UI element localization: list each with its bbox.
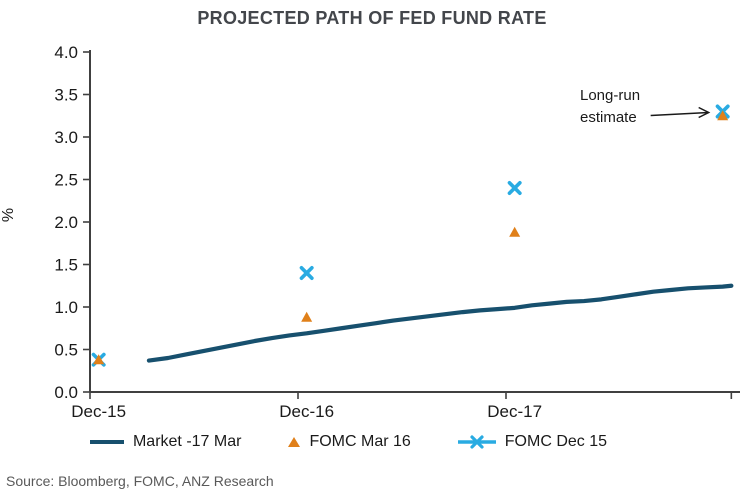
triangle-marker bbox=[93, 354, 105, 365]
x-marker bbox=[507, 181, 522, 195]
source-attribution: Source: Bloomberg, FOMC, ANZ Research bbox=[6, 473, 274, 489]
y-tick-label: 0.5 bbox=[54, 341, 78, 360]
chart-title: PROJECTED PATH OF FED FUND RATE bbox=[197, 8, 547, 28]
y-tick-label: 0.0 bbox=[54, 383, 78, 402]
series-fomc-mar-16 bbox=[93, 110, 729, 365]
annotation-line-2: estimate bbox=[580, 109, 637, 126]
series-fomc-dec-15 bbox=[91, 104, 730, 367]
x-marker-swatch-icon bbox=[457, 435, 496, 449]
x-axis-ticks: Dec-15 Dec-16 Dec-17 bbox=[71, 392, 733, 421]
legend-item-fomc-mar16: FOMC Mar 16 bbox=[287, 433, 411, 451]
long-run-estimate-annotation: Long-run estimate bbox=[580, 85, 640, 129]
y-tick-label: 3.0 bbox=[54, 128, 78, 147]
x-tick-label: Dec-15 bbox=[71, 402, 126, 421]
legend-label-fomc-mar16: FOMC Mar 16 bbox=[309, 433, 411, 450]
triangle-marker bbox=[509, 226, 521, 237]
y-tick-label: 2.5 bbox=[54, 171, 78, 190]
x-tick-label: Dec-17 bbox=[487, 402, 542, 421]
y-tick-label: 1.5 bbox=[54, 256, 78, 275]
triangle-marker bbox=[717, 110, 729, 121]
chart-legend: Market -17 Mar FOMC Mar 16 FOMC Dec 15 bbox=[0, 433, 720, 451]
legend-label-market: Market -17 Mar bbox=[132, 433, 242, 450]
annotation-arrow bbox=[650, 106, 711, 119]
y-tick-label: 2.0 bbox=[54, 213, 78, 232]
series-market-17-mar bbox=[146, 283, 734, 363]
triangle-marker-swatch-icon bbox=[288, 437, 301, 447]
x-marker bbox=[299, 266, 314, 280]
x-tick-label: Dec-16 bbox=[279, 402, 334, 421]
market-line-swatch-icon bbox=[89, 440, 124, 444]
annotation-line-1: Long-run bbox=[580, 87, 641, 104]
y-tick-label: 4.0 bbox=[54, 43, 78, 62]
y-tick-label: 3.5 bbox=[54, 86, 78, 105]
axes bbox=[89, 50, 740, 393]
triangle-marker bbox=[301, 311, 313, 322]
y-axis-ticks: 0.0 0.5 1.0 1.5 2.0 2.5 3.0 3.5 4.0 bbox=[54, 43, 90, 402]
legend-label-fomc-dec15: FOMC Dec 15 bbox=[504, 433, 608, 450]
y-tick-label: 1.0 bbox=[54, 298, 78, 317]
legend-item-fomc-dec15: FOMC Dec 15 bbox=[457, 433, 607, 451]
legend-item-market: Market -17 Mar bbox=[89, 433, 241, 451]
